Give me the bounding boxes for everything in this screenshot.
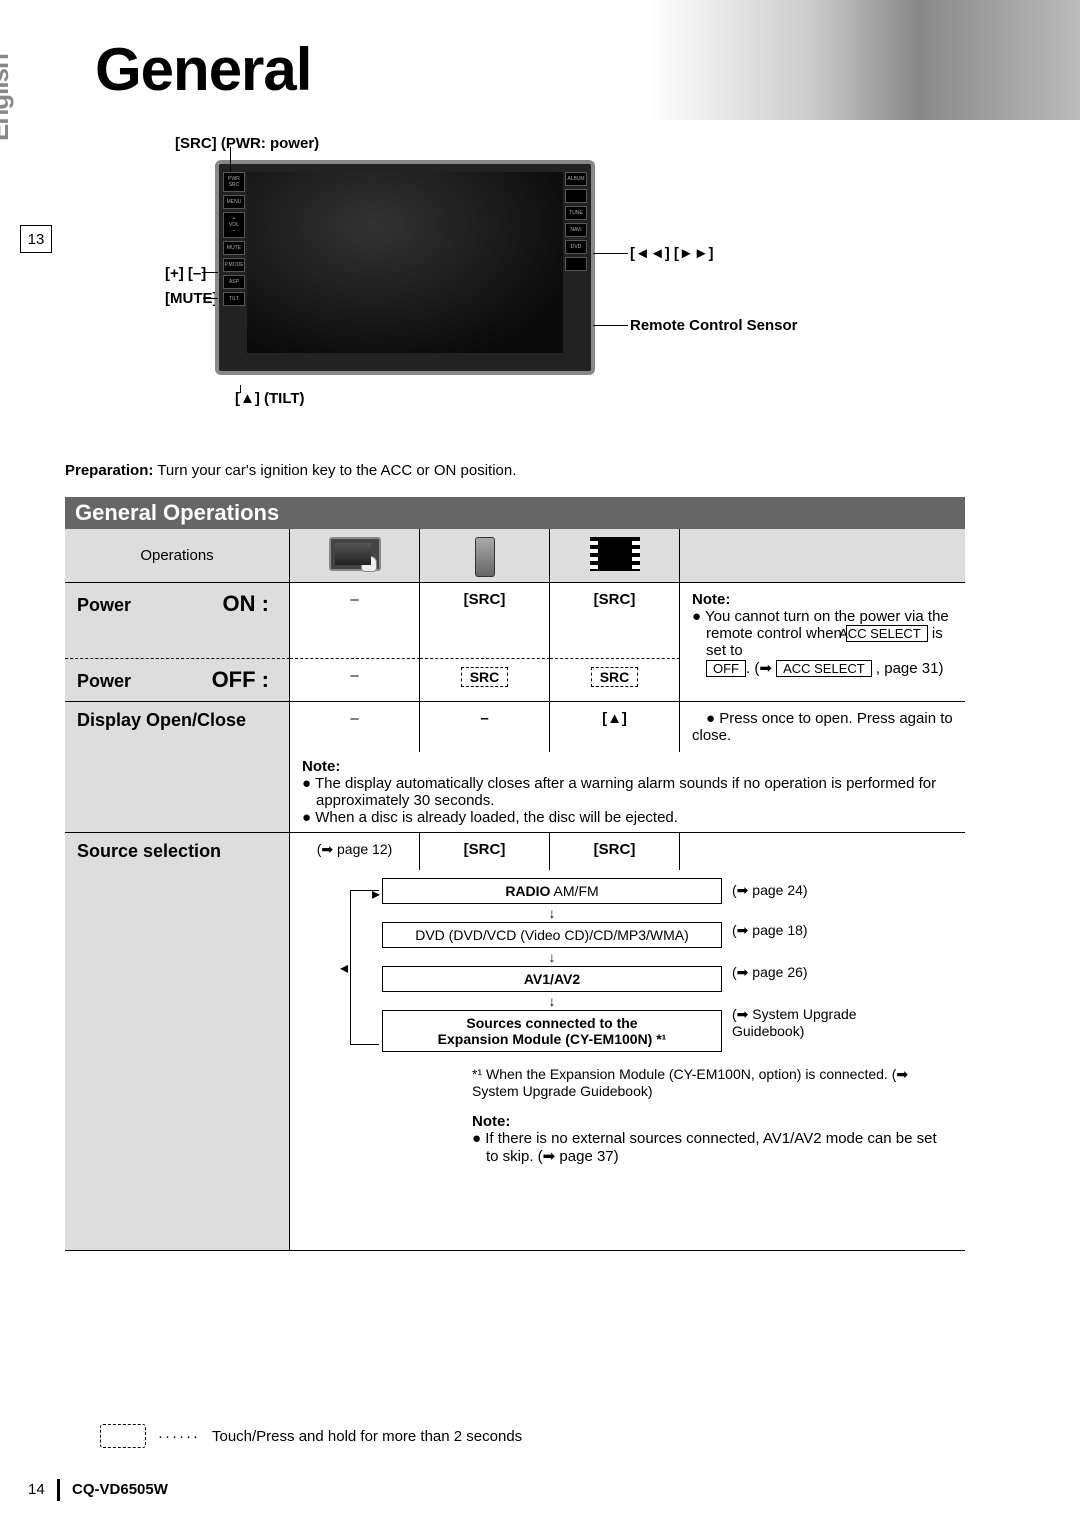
ops-table: Operations PowerON : – [SRC] [SRC] Note:…	[65, 529, 965, 1251]
ops-header: General Operations	[65, 497, 965, 529]
power-note: Note: ● You cannot turn on the power via…	[680, 583, 965, 659]
row-display: Display Open/Close	[65, 702, 290, 752]
col-operations: Operations	[65, 529, 290, 582]
source-note: Note: ● If there is no external sources …	[302, 1099, 953, 1165]
label-seek: [◄◄] [►►]	[630, 245, 714, 262]
flow-radio: RADIO AM/FM	[382, 878, 722, 904]
source-flow: ▸ ◂ RADIO AM/FM (➡ page 24) ↓ DVD (DVD/V…	[290, 870, 965, 1250]
label-src: [SRC] (PWR: power)	[175, 135, 319, 152]
col-touch-icon	[290, 529, 420, 582]
label-sensor: Remote Control Sensor	[630, 317, 798, 334]
dashed-box-icon	[100, 1424, 146, 1448]
footer: 14 CQ-VD6505W	[28, 1479, 168, 1501]
page-title: General	[95, 35, 311, 104]
row-power-off: PowerOFF :	[65, 659, 290, 701]
flow-footnote: *¹ When the Expansion Module (CY-EM100N,…	[302, 1056, 953, 1099]
flow-expansion: Sources connected to theExpansion Module…	[382, 1010, 722, 1052]
label-tilt: [▲] (TILT)	[235, 390, 305, 407]
flow-av: AV1/AV2	[382, 966, 722, 992]
col-film-icon	[550, 529, 680, 582]
col-remote-icon	[420, 529, 550, 582]
legend: ······ Touch/Press and hold for more tha…	[100, 1424, 522, 1448]
language-tab: English	[0, 54, 15, 141]
device-unit: PWRSRCMENU +VOL– MUTEP.MODEASPTILT ALBUM…	[215, 160, 595, 375]
row-source: Source selection	[65, 833, 290, 870]
flow-dvd: DVD (DVD/VCD (Video CD)/CD/MP3/WMA)	[382, 922, 722, 948]
label-plus-minus: [+] [–]	[165, 265, 206, 282]
row-power-on: PowerON :	[65, 583, 290, 659]
display-note: Note: ● The display automatically closes…	[290, 752, 965, 832]
device-diagram: [SRC] (PWR: power) [+] [–] [MUTE] [▲] (T…	[95, 135, 965, 455]
preparation-text: Preparation: Turn your car's ignition ke…	[65, 462, 516, 479]
section-number: 13	[20, 225, 52, 253]
